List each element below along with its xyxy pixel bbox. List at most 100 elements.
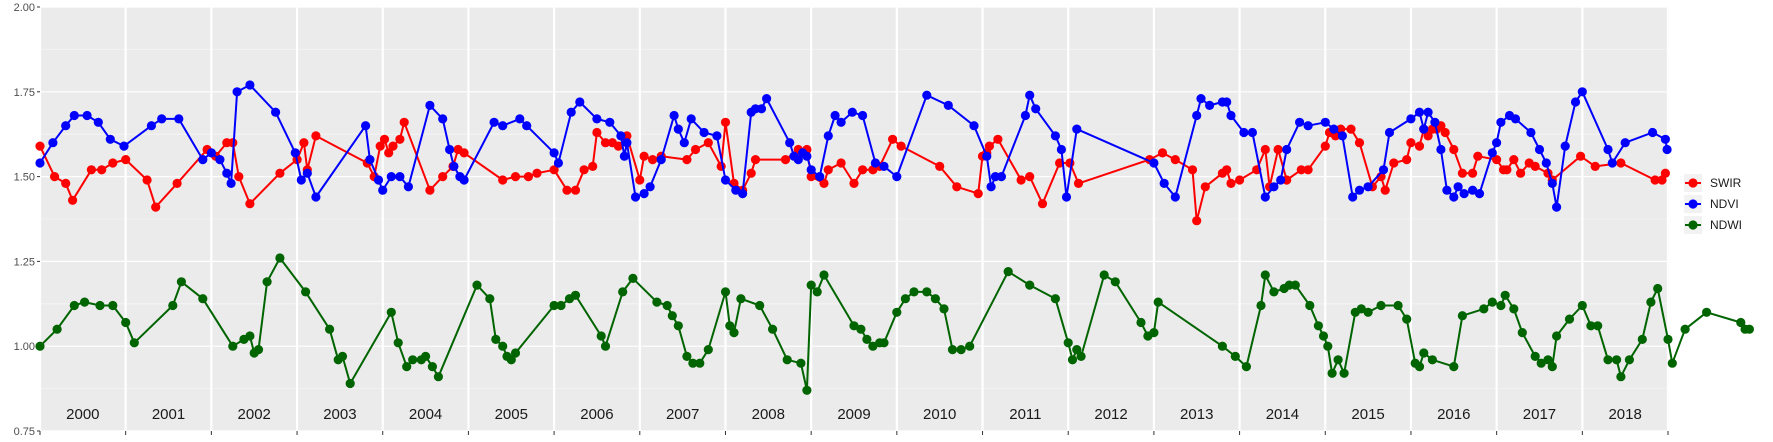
ndwi-point (1339, 368, 1349, 378)
swir-point (648, 155, 658, 165)
ndvi-point (119, 141, 129, 151)
swir-point (1502, 165, 1512, 175)
ndwi-point (1230, 351, 1240, 361)
ndwi-point (662, 300, 672, 311)
ndwi-point (796, 358, 806, 368)
swir-point (1170, 155, 1180, 165)
ndwi-point (909, 287, 919, 297)
ndvi-point (1056, 144, 1066, 155)
swir-point (311, 131, 321, 141)
year-label: 2005 (495, 406, 528, 423)
ndvi-point (48, 138, 58, 148)
swir-point (1616, 158, 1626, 168)
ndvi-point (762, 94, 772, 104)
swir-point (1530, 161, 1540, 171)
ndwi-point (1586, 321, 1596, 331)
swir-point (121, 155, 131, 165)
ndwi-point (628, 273, 638, 283)
ndwi-point (892, 307, 902, 317)
ndwi-point (52, 324, 62, 334)
swir-point (1509, 155, 1519, 165)
ndvi-point (996, 172, 1007, 182)
ndwi-point (806, 280, 816, 290)
ndwi-point (1577, 300, 1587, 311)
ndwi-point (868, 341, 878, 351)
ndvi-point (1603, 144, 1613, 155)
swir-point (510, 172, 521, 182)
ndwi-point (408, 355, 418, 365)
ndvi-point (403, 182, 413, 192)
year-label: 2017 (1523, 406, 1556, 423)
ndwi-point (245, 331, 255, 341)
ndwi-point (947, 345, 958, 355)
ndwi-point (667, 311, 677, 321)
ndvi-point (1196, 94, 1206, 104)
ndwi-point (1099, 270, 1109, 280)
swir-point (1406, 138, 1416, 148)
ndvi-point (1239, 127, 1249, 138)
ndvi-point (1552, 202, 1562, 212)
swir-point (888, 134, 898, 144)
ndwi-point (1427, 355, 1437, 365)
y-axis: 0.75 1.00 1.25 1.50 1.75 2.00 (14, 2, 40, 438)
legend-key-point-ndvi (1688, 199, 1698, 209)
swir-point (635, 175, 645, 185)
ndwi-point (812, 287, 822, 297)
ndvi-point (1354, 185, 1365, 195)
ndvi-point (1660, 134, 1670, 144)
ndwi-point (782, 355, 792, 365)
ndwi-point (1402, 314, 1412, 324)
x-axis (39, 431, 1669, 435)
ndvi-point (619, 151, 630, 161)
ndwi-point (1419, 348, 1429, 358)
ndvi-point (1149, 158, 1159, 168)
ndvi-point (302, 168, 312, 178)
ndwi-point (95, 300, 105, 311)
swir-point (523, 172, 534, 182)
ndwi-point (755, 300, 765, 311)
swir-point (588, 161, 598, 171)
ndvi-point (1031, 104, 1041, 114)
ndwi-point (1616, 372, 1626, 382)
ndvi-point (157, 114, 167, 124)
ndvi-point (449, 161, 459, 171)
ndwi-point (262, 277, 272, 287)
ndvi-point (1419, 124, 1429, 134)
swir-point (172, 178, 182, 188)
ndvi-point (738, 189, 748, 199)
ndwi-point (736, 294, 746, 304)
ndvi-point (1192, 110, 1202, 121)
ndwi-point (695, 358, 705, 368)
ndwi-point (80, 297, 90, 307)
ndwi-point (1637, 334, 1647, 344)
ndvi-point (378, 185, 388, 195)
ndwi-point (1496, 300, 1506, 311)
year-label: 2013 (1180, 406, 1213, 423)
ndvi-point (1222, 97, 1232, 107)
ndwi-point (510, 348, 521, 358)
ndvi-point (1247, 127, 1257, 138)
year-label: 2015 (1351, 406, 1384, 423)
ndwi-point (939, 304, 949, 314)
ndwi-point (1241, 362, 1251, 372)
ndvi-point (1348, 192, 1358, 202)
year-label: 2002 (238, 406, 271, 423)
ndwi-point (1313, 321, 1323, 331)
ndwi-point (1393, 300, 1403, 311)
ndvi-point (1510, 114, 1521, 124)
ndwi-point (1063, 338, 1073, 348)
ndwi-point (491, 334, 501, 344)
y-tick-label: 1.75 (14, 87, 35, 99)
ndvi-point (386, 172, 396, 182)
ndvi-point (1423, 107, 1433, 117)
ndvi-point (1363, 182, 1373, 192)
ndwi-point (69, 300, 79, 311)
swir-point (823, 165, 833, 175)
swir-point (639, 151, 649, 161)
year-label: 2000 (66, 406, 99, 423)
ndwi-point (433, 372, 443, 382)
ndwi-point (121, 317, 131, 328)
ndwi-point (956, 345, 966, 355)
ndvi-point (679, 138, 689, 148)
ndvi-point (1276, 175, 1286, 185)
